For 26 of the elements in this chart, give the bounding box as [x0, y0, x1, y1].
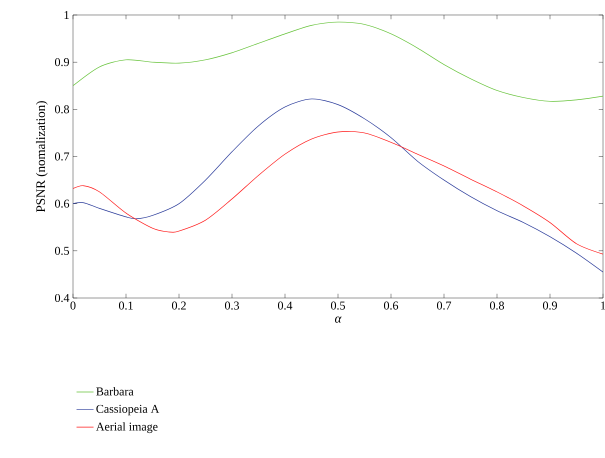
- x-tick-label: 0.3: [224, 302, 240, 310]
- x-tick-label: 0.6: [384, 302, 398, 310]
- x-tick-label: 0.9: [542, 302, 557, 310]
- y-tick-label: 0.6: [54, 200, 70, 208]
- x-tick-label: 0.8: [490, 302, 504, 310]
- x-tick-label: 0.4: [278, 302, 292, 310]
- x-tick-label: 0: [70, 302, 76, 310]
- y-tick-label: 0.8: [54, 105, 70, 114]
- x-tick-label: 0.1: [118, 302, 133, 310]
- y-tick-label: 0.4: [54, 294, 70, 302]
- y-tick-label: 0.5: [54, 246, 70, 255]
- legend-label: Aerial image: [96, 422, 158, 434]
- x-axis-title: α: [334, 316, 342, 323]
- line-series: [73, 131, 604, 254]
- x-tick-label: 0.5: [330, 302, 346, 310]
- x-tick-label: 1: [601, 302, 605, 310]
- x-tick-label: 0.2: [172, 302, 186, 310]
- legend-label: Barbara: [96, 387, 134, 396]
- line-series: [73, 22, 604, 102]
- legend-label: Cassiopeia A: [96, 404, 160, 416]
- y-tick-label: 0.9: [54, 58, 69, 66]
- line-series: [73, 98, 604, 272]
- y-axis-title: PSNR (nomalization): [36, 101, 48, 212]
- y-tick-label: 1: [64, 11, 69, 19]
- y-tick-label: 0.7: [54, 152, 70, 161]
- x-tick-label: 0.7: [436, 302, 452, 310]
